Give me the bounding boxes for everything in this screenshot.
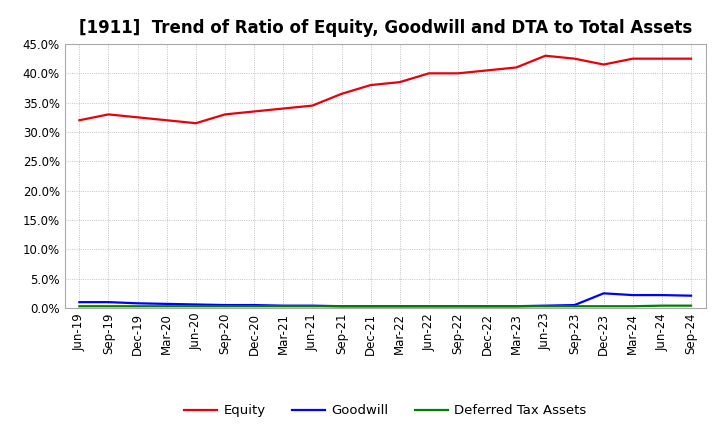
Goodwill	[541, 303, 550, 308]
Equity	[657, 56, 666, 61]
Equity	[541, 53, 550, 59]
Deferred Tax Assets	[570, 304, 579, 309]
Deferred Tax Assets	[541, 304, 550, 309]
Equity	[570, 56, 579, 61]
Goodwill	[687, 293, 696, 298]
Goodwill	[75, 300, 84, 305]
Equity	[483, 68, 492, 73]
Goodwill	[599, 291, 608, 296]
Goodwill	[657, 293, 666, 298]
Deferred Tax Assets	[75, 304, 84, 309]
Deferred Tax Assets	[337, 304, 346, 309]
Deferred Tax Assets	[104, 304, 113, 309]
Equity	[75, 117, 84, 123]
Goodwill	[395, 304, 404, 309]
Deferred Tax Assets	[366, 304, 375, 309]
Goodwill	[629, 293, 637, 298]
Equity	[279, 106, 287, 111]
Goodwill	[483, 304, 492, 309]
Equity	[337, 91, 346, 96]
Goodwill	[454, 304, 462, 309]
Legend: Equity, Goodwill, Deferred Tax Assets: Equity, Goodwill, Deferred Tax Assets	[179, 399, 592, 423]
Goodwill	[425, 304, 433, 309]
Deferred Tax Assets	[629, 304, 637, 309]
Deferred Tax Assets	[454, 304, 462, 309]
Equity	[192, 121, 200, 126]
Equity	[250, 109, 258, 114]
Equity	[163, 117, 171, 123]
Deferred Tax Assets	[163, 304, 171, 309]
Deferred Tax Assets	[395, 304, 404, 309]
Equity	[599, 62, 608, 67]
Equity	[687, 56, 696, 61]
Deferred Tax Assets	[512, 304, 521, 309]
Deferred Tax Assets	[250, 304, 258, 309]
Equity	[133, 115, 142, 120]
Deferred Tax Assets	[425, 304, 433, 309]
Goodwill	[192, 302, 200, 307]
Equity	[512, 65, 521, 70]
Deferred Tax Assets	[308, 304, 317, 309]
Deferred Tax Assets	[279, 304, 287, 309]
Title: [1911]  Trend of Ratio of Equity, Goodwill and DTA to Total Assets: [1911] Trend of Ratio of Equity, Goodwil…	[78, 19, 692, 37]
Goodwill	[250, 302, 258, 308]
Goodwill	[512, 304, 521, 309]
Goodwill	[163, 301, 171, 307]
Deferred Tax Assets	[220, 304, 229, 309]
Goodwill	[279, 303, 287, 308]
Goodwill	[308, 303, 317, 308]
Line: Equity: Equity	[79, 56, 691, 123]
Line: Goodwill: Goodwill	[79, 293, 691, 306]
Goodwill	[366, 304, 375, 309]
Equity	[104, 112, 113, 117]
Goodwill	[337, 304, 346, 309]
Equity	[308, 103, 317, 108]
Equity	[629, 56, 637, 61]
Deferred Tax Assets	[657, 303, 666, 308]
Equity	[425, 71, 433, 76]
Equity	[395, 80, 404, 85]
Goodwill	[133, 301, 142, 306]
Goodwill	[220, 302, 229, 308]
Deferred Tax Assets	[483, 304, 492, 309]
Goodwill	[104, 300, 113, 305]
Equity	[220, 112, 229, 117]
Deferred Tax Assets	[133, 304, 142, 309]
Deferred Tax Assets	[599, 304, 608, 309]
Goodwill	[570, 302, 579, 308]
Deferred Tax Assets	[192, 304, 200, 309]
Equity	[454, 71, 462, 76]
Equity	[366, 82, 375, 88]
Deferred Tax Assets	[687, 303, 696, 308]
